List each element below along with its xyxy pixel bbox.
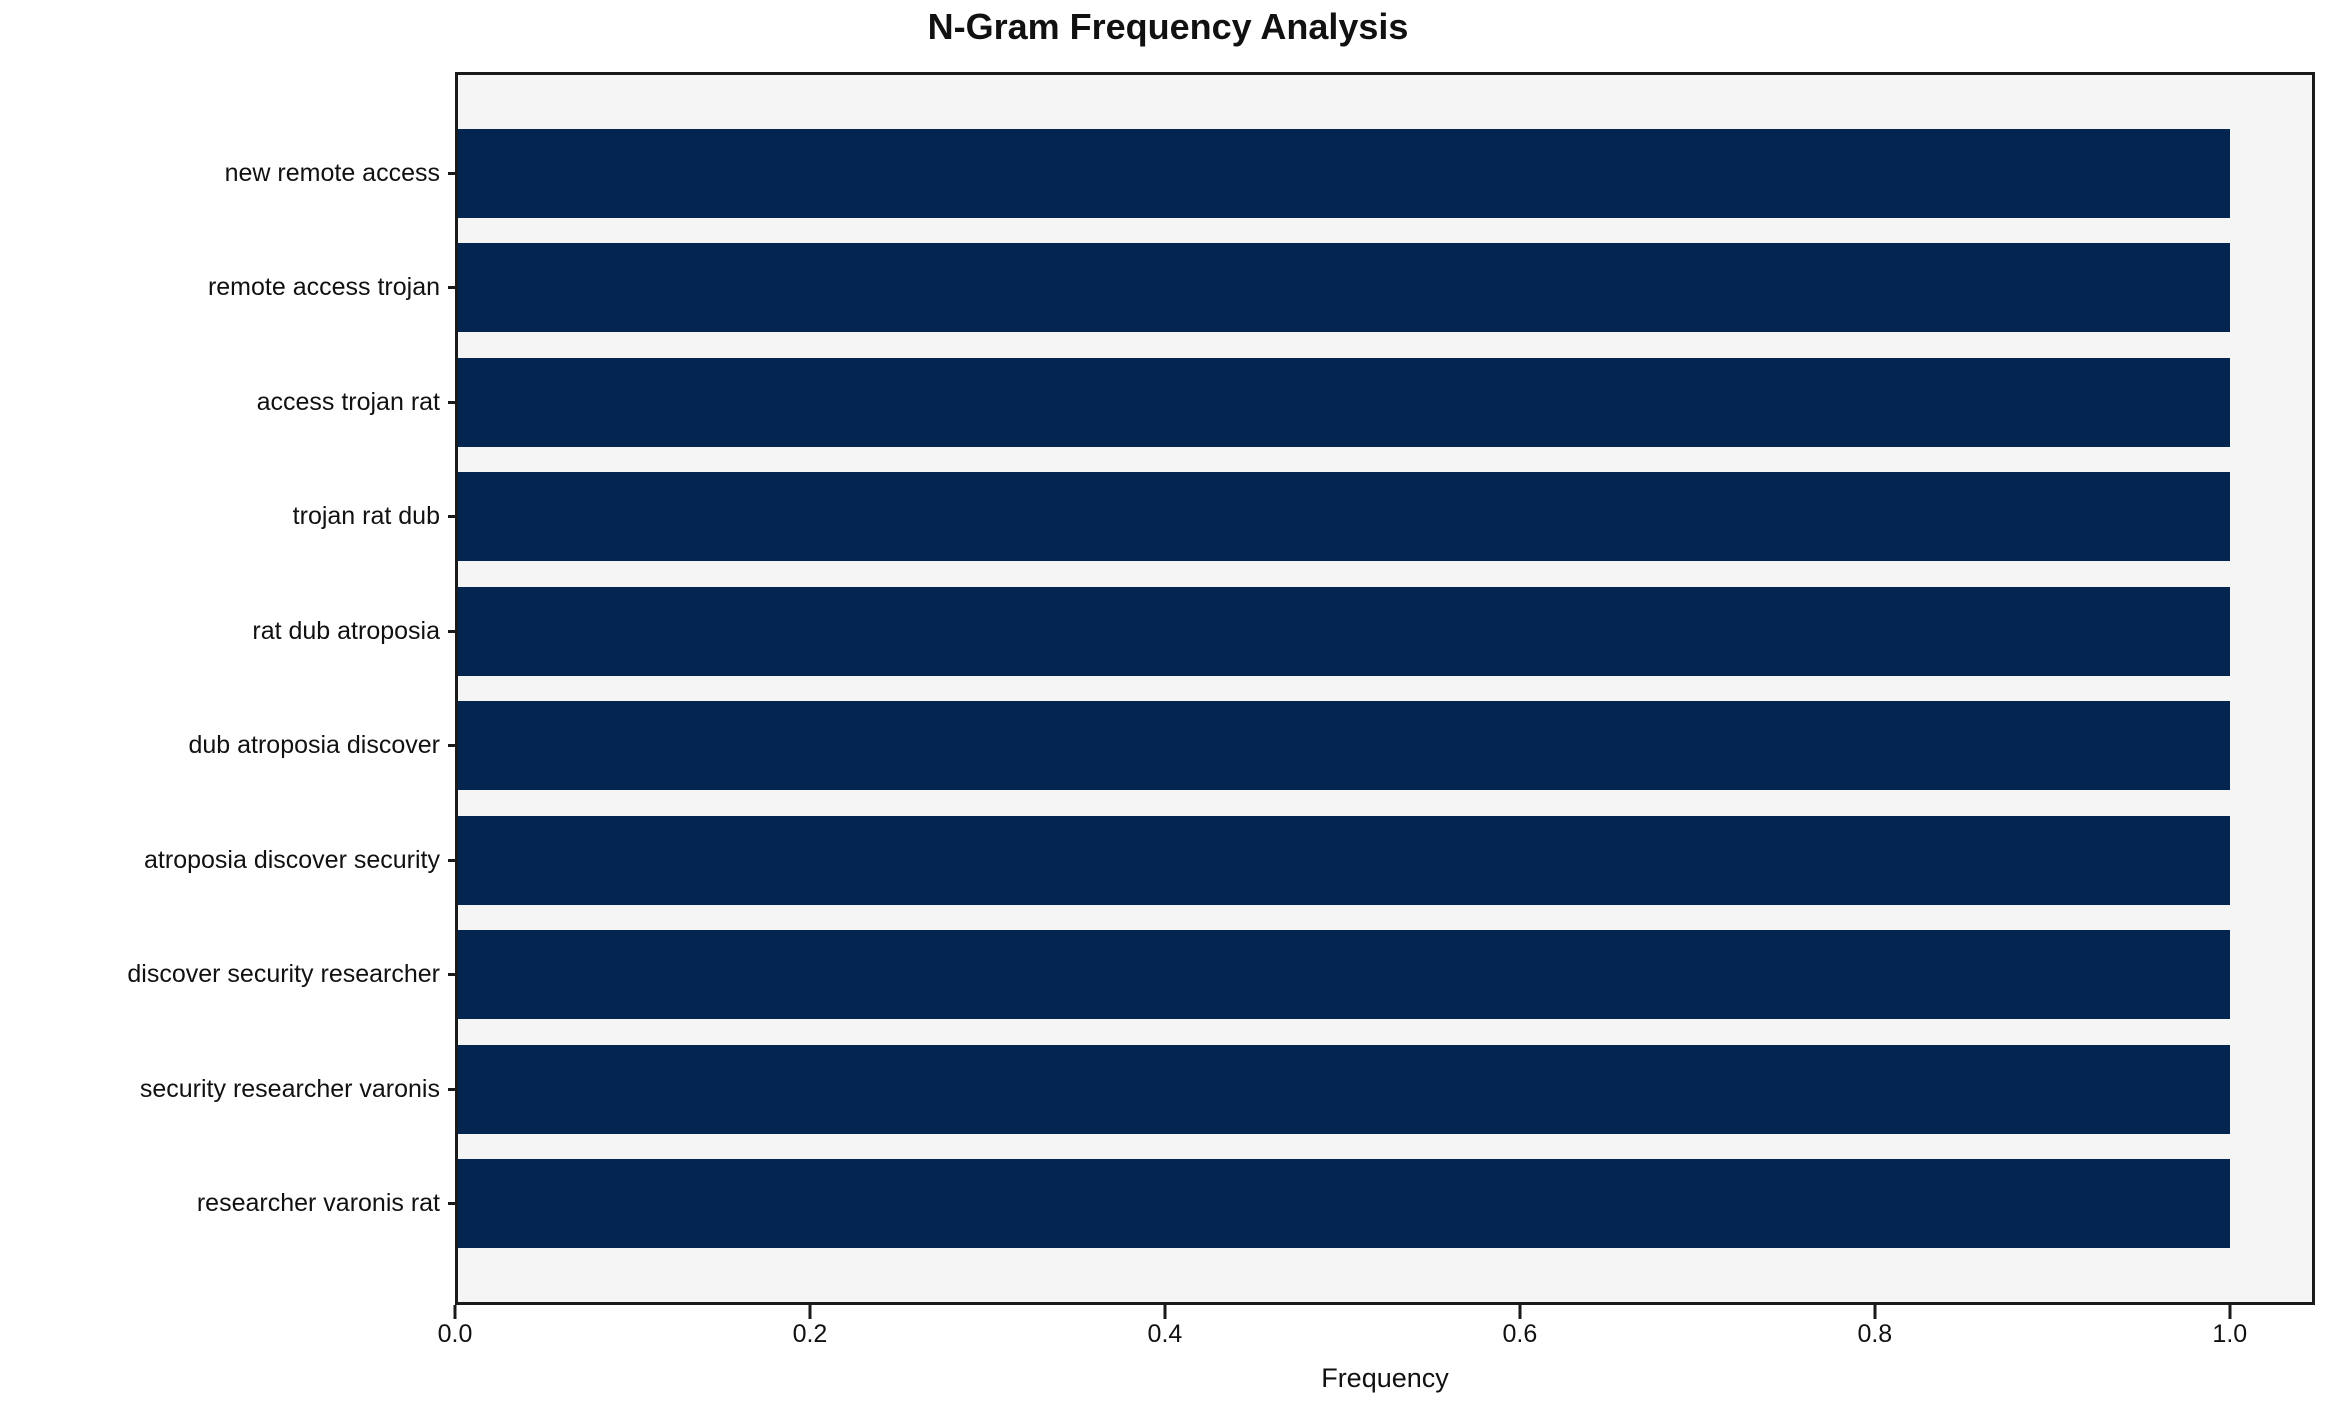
y-label-cell: security researcher varonis <box>0 1075 458 1104</box>
y-axis-tick <box>448 400 458 404</box>
x-axis-label: Frequency <box>1321 1363 1449 1393</box>
y-axis-tick <box>448 858 458 862</box>
y-axis-label: access trojan rat <box>256 387 440 416</box>
bar-track <box>458 1032 2315 1147</box>
y-label-cell: discover security researcher <box>0 960 458 989</box>
y-label-cell: rat dub atroposia <box>0 617 458 646</box>
bar-row: rat dub atroposia <box>0 574 2315 689</box>
bar-track <box>458 345 2315 460</box>
bar-row: discover security researcher <box>0 918 2315 1033</box>
chart-title: N-Gram Frequency Analysis <box>927 6 1409 47</box>
x-axis-tick <box>2228 1305 2232 1319</box>
y-axis-tick <box>448 973 458 977</box>
x-axis-tick-label: 1.0 <box>2212 1320 2248 1348</box>
bar <box>458 357 2230 447</box>
bar <box>458 1159 2230 1249</box>
y-axis-label: rat dub atroposia <box>252 616 440 645</box>
x-axis-tick-label: 0.0 <box>437 1320 473 1348</box>
bar <box>458 930 2230 1020</box>
y-axis-tick <box>448 1087 458 1091</box>
bar-track <box>458 689 2315 804</box>
x-axis-tick <box>1518 1305 1522 1319</box>
y-axis-label: security researcher varonis <box>139 1074 440 1103</box>
bar <box>458 472 2230 562</box>
bar <box>458 128 2230 218</box>
x-axis-tick <box>808 1305 812 1319</box>
y-label-cell: atroposia discover security <box>0 846 458 875</box>
y-axis-label: remote access trojan <box>207 273 440 302</box>
y-axis-tick <box>448 286 458 290</box>
x-axis-tick-label: 0.4 <box>1147 1320 1183 1348</box>
y-label-cell: trojan rat dub <box>0 502 458 531</box>
y-label-cell: researcher varonis rat <box>0 1189 458 1218</box>
bar-row: access trojan rat <box>0 345 2315 460</box>
bar-track <box>458 803 2315 918</box>
bar-track <box>458 116 2315 231</box>
y-label-cell: dub atroposia discover <box>0 731 458 760</box>
bar <box>458 701 2230 791</box>
bar-track <box>458 574 2315 689</box>
bar-row: remote access trojan <box>0 231 2315 346</box>
y-axis-tick <box>448 1202 458 1206</box>
bar-track <box>458 918 2315 1033</box>
y-axis-label: new remote access <box>224 158 440 187</box>
y-axis-label: trojan rat dub <box>292 502 440 531</box>
y-label-cell: access trojan rat <box>0 388 458 417</box>
bar-row: atroposia discover security <box>0 803 2315 918</box>
y-axis-label: dub atroposia discover <box>188 731 440 760</box>
y-axis-label: atroposia discover security <box>144 845 440 874</box>
x-axis-tick <box>453 1305 457 1319</box>
y-label-cell: remote access trojan <box>0 273 458 302</box>
bar-row: security researcher varonis <box>0 1032 2315 1147</box>
bar-rows-container: new remote access remote access trojan acc… <box>0 72 2315 1305</box>
y-axis-tick <box>448 171 458 175</box>
bar <box>458 815 2230 905</box>
bar-row: trojan rat dub <box>0 460 2315 575</box>
bar-track <box>458 1147 2315 1262</box>
bar-track <box>458 231 2315 346</box>
y-axis-label: discover security researcher <box>127 960 440 989</box>
x-axis-tick-label: 0.6 <box>1502 1320 1538 1348</box>
y-axis-tick <box>448 629 458 633</box>
bar-track <box>458 460 2315 575</box>
x-axis-tick <box>1163 1305 1167 1319</box>
y-axis-label: researcher varonis rat <box>196 1189 440 1218</box>
bar <box>458 586 2230 676</box>
y-label-cell: new remote access <box>0 159 458 188</box>
x-axis-tick-label: 0.2 <box>792 1320 828 1348</box>
y-axis-tick <box>448 744 458 748</box>
bar <box>458 243 2230 333</box>
bar <box>458 1044 2230 1134</box>
x-axis-tick-label: 0.8 <box>1857 1320 1893 1348</box>
bar-row: new remote access <box>0 116 2315 231</box>
x-axis-tick <box>1873 1305 1877 1319</box>
y-axis-tick <box>448 515 458 519</box>
bar-row: researcher varonis rat <box>0 1147 2315 1262</box>
bar-row: dub atroposia discover <box>0 689 2315 804</box>
